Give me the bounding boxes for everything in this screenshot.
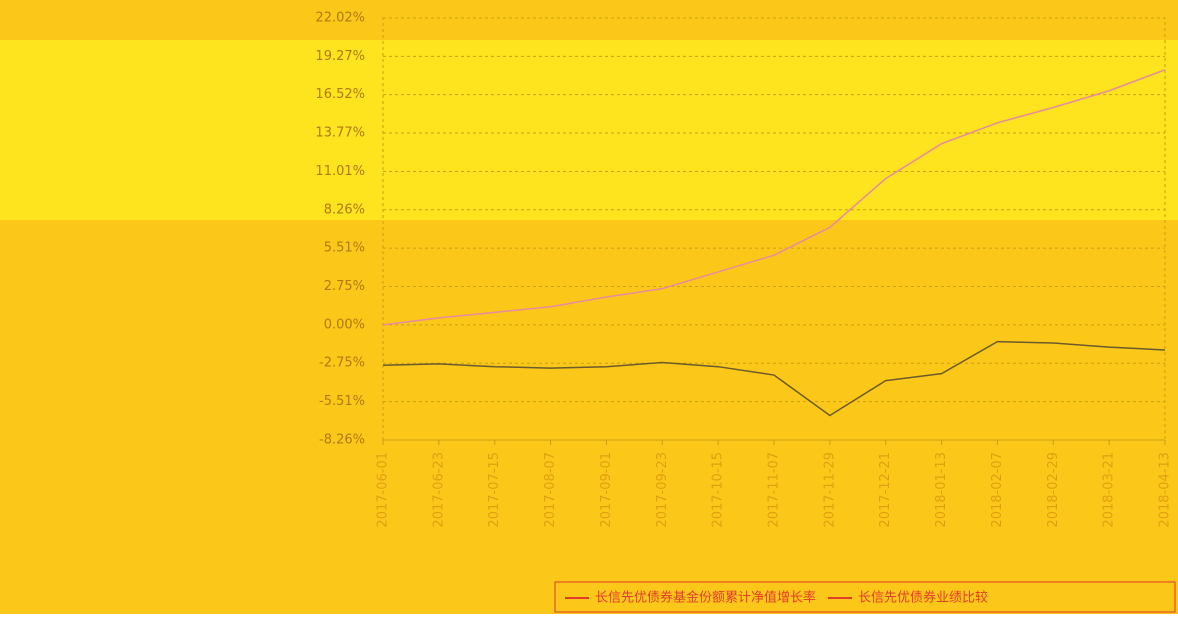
y-tick-label: -8.26% — [319, 433, 365, 448]
x-tick-label: 2017-09-01 — [599, 452, 614, 528]
x-tick-label: 2017-11-07 — [767, 452, 782, 528]
legend-label: 长信先优债券业绩比较 — [858, 590, 988, 606]
y-tick-label: 16.52% — [315, 87, 365, 102]
x-tick-label: 2017-12-21 — [878, 452, 893, 528]
x-tick-label: 2018-03-21 — [1102, 452, 1117, 528]
x-tick-label: 2018-01-13 — [934, 452, 949, 528]
x-tick-label: 2017-06-01 — [376, 452, 391, 528]
x-tick-label: 2018-02-07 — [990, 452, 1005, 528]
y-tick-label: 0.00% — [324, 317, 365, 332]
y-tick-label: 22.02% — [315, 11, 365, 26]
y-tick-label: 19.27% — [315, 49, 365, 64]
x-tick-label: 2017-09-23 — [655, 452, 670, 528]
y-tick-label: -2.75% — [319, 356, 365, 371]
x-tick-label: 2017-07-15 — [487, 452, 502, 528]
series-line — [382, 340, 1166, 417]
x-tick-label: 2018-04-13 — [1158, 452, 1173, 528]
plot-frame — [382, 17, 1166, 441]
x-tick-label: 2017-11-29 — [822, 452, 837, 528]
x-tick-label: 2017-10-15 — [711, 452, 726, 528]
y-tick-label: 13.77% — [315, 125, 365, 140]
x-tick-label: 2018-02-29 — [1046, 452, 1061, 528]
legend-box — [554, 581, 1176, 613]
legend-label: 长信先优债券基金份额累计净值增长率 — [595, 590, 816, 606]
y-tick-label: 8.26% — [324, 202, 365, 217]
x-tick-label: 2017-08-07 — [543, 452, 558, 528]
y-tick-label: 5.51% — [324, 241, 365, 256]
x-tick-label: 2017-06-23 — [431, 452, 446, 528]
y-tick-label: -5.51% — [319, 394, 365, 409]
y-tick-label: 2.75% — [324, 279, 365, 294]
series-line — [382, 69, 1166, 326]
background-band — [0, 40, 1178, 220]
y-tick-label: 11.01% — [315, 164, 365, 179]
